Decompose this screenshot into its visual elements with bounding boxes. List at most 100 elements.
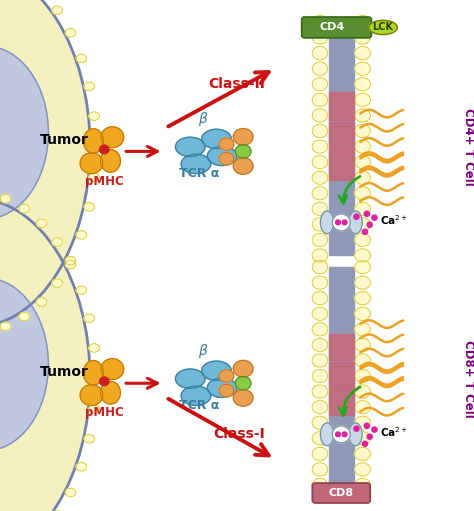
Text: pMHC: pMHC bbox=[85, 175, 124, 188]
Ellipse shape bbox=[312, 276, 328, 289]
Ellipse shape bbox=[355, 78, 371, 91]
Ellipse shape bbox=[355, 249, 371, 262]
Ellipse shape bbox=[219, 138, 234, 150]
Ellipse shape bbox=[219, 152, 234, 165]
Text: Tumor: Tumor bbox=[39, 365, 89, 379]
Ellipse shape bbox=[312, 202, 328, 216]
Ellipse shape bbox=[312, 234, 328, 247]
Ellipse shape bbox=[355, 478, 371, 492]
Ellipse shape bbox=[312, 385, 328, 398]
Ellipse shape bbox=[312, 369, 328, 383]
Ellipse shape bbox=[312, 218, 328, 231]
Ellipse shape bbox=[364, 211, 370, 217]
Text: Class-I: Class-I bbox=[213, 427, 265, 440]
Ellipse shape bbox=[0, 278, 48, 451]
Ellipse shape bbox=[355, 62, 371, 75]
Ellipse shape bbox=[372, 427, 377, 432]
Ellipse shape bbox=[83, 129, 103, 153]
Ellipse shape bbox=[201, 129, 231, 149]
Ellipse shape bbox=[89, 405, 100, 413]
Ellipse shape bbox=[355, 109, 371, 122]
Ellipse shape bbox=[312, 307, 328, 320]
Ellipse shape bbox=[233, 128, 253, 145]
Ellipse shape bbox=[76, 54, 87, 63]
Text: CD8: CD8 bbox=[328, 488, 354, 498]
Ellipse shape bbox=[84, 434, 94, 443]
FancyBboxPatch shape bbox=[312, 483, 370, 503]
Ellipse shape bbox=[312, 15, 328, 29]
Text: CD8+ T Cell: CD8+ T Cell bbox=[462, 340, 474, 417]
Ellipse shape bbox=[363, 229, 368, 235]
Ellipse shape bbox=[355, 15, 371, 29]
Ellipse shape bbox=[181, 154, 211, 174]
Text: LCK: LCK bbox=[373, 22, 393, 32]
Text: TCR α: TCR α bbox=[179, 399, 219, 412]
Ellipse shape bbox=[355, 401, 371, 414]
Ellipse shape bbox=[312, 31, 328, 44]
Ellipse shape bbox=[355, 171, 371, 184]
Ellipse shape bbox=[52, 238, 63, 246]
Ellipse shape bbox=[100, 150, 120, 172]
Bar bbox=[328, 122, 354, 150]
Bar bbox=[328, 267, 354, 485]
Ellipse shape bbox=[355, 155, 371, 169]
Ellipse shape bbox=[312, 140, 328, 153]
Ellipse shape bbox=[355, 432, 371, 445]
Ellipse shape bbox=[342, 220, 347, 225]
Ellipse shape bbox=[65, 29, 76, 37]
Ellipse shape bbox=[355, 416, 371, 429]
Ellipse shape bbox=[312, 155, 328, 169]
Ellipse shape bbox=[312, 47, 328, 60]
Ellipse shape bbox=[312, 338, 328, 352]
Ellipse shape bbox=[84, 203, 94, 211]
Ellipse shape bbox=[207, 378, 237, 398]
Ellipse shape bbox=[0, 0, 90, 327]
Ellipse shape bbox=[312, 124, 328, 137]
Ellipse shape bbox=[355, 261, 371, 274]
Ellipse shape bbox=[312, 171, 328, 184]
Text: CD4: CD4 bbox=[319, 22, 345, 32]
Ellipse shape bbox=[101, 359, 124, 380]
Bar bbox=[328, 92, 354, 120]
Ellipse shape bbox=[367, 434, 373, 439]
Ellipse shape bbox=[342, 432, 347, 437]
Ellipse shape bbox=[91, 374, 101, 383]
Ellipse shape bbox=[355, 140, 371, 153]
Ellipse shape bbox=[0, 199, 90, 511]
Ellipse shape bbox=[36, 219, 47, 227]
FancyBboxPatch shape bbox=[302, 17, 372, 38]
Ellipse shape bbox=[0, 46, 48, 219]
Ellipse shape bbox=[312, 463, 328, 476]
Ellipse shape bbox=[369, 20, 397, 35]
Ellipse shape bbox=[332, 214, 350, 231]
Ellipse shape bbox=[355, 47, 371, 60]
Text: Tumor: Tumor bbox=[39, 133, 89, 147]
Ellipse shape bbox=[336, 220, 340, 225]
Ellipse shape bbox=[312, 78, 328, 91]
Ellipse shape bbox=[65, 260, 76, 269]
Ellipse shape bbox=[320, 423, 334, 446]
Ellipse shape bbox=[355, 124, 371, 137]
Ellipse shape bbox=[312, 62, 328, 75]
Ellipse shape bbox=[355, 276, 371, 289]
Ellipse shape bbox=[80, 385, 103, 406]
Ellipse shape bbox=[312, 322, 328, 336]
Ellipse shape bbox=[355, 338, 371, 352]
Text: β: β bbox=[198, 112, 207, 126]
Text: Ca$^{2+}$: Ca$^{2+}$ bbox=[380, 214, 408, 227]
Ellipse shape bbox=[89, 344, 100, 352]
Ellipse shape bbox=[355, 31, 371, 44]
Ellipse shape bbox=[363, 441, 368, 447]
Ellipse shape bbox=[52, 279, 63, 287]
Ellipse shape bbox=[65, 488, 76, 497]
Ellipse shape bbox=[355, 292, 371, 305]
Ellipse shape bbox=[364, 423, 370, 428]
Text: TCR α: TCR α bbox=[179, 168, 219, 180]
Ellipse shape bbox=[219, 384, 234, 397]
Ellipse shape bbox=[355, 463, 371, 476]
Ellipse shape bbox=[36, 298, 47, 306]
Ellipse shape bbox=[236, 145, 251, 158]
Ellipse shape bbox=[332, 426, 350, 443]
Bar bbox=[328, 19, 354, 256]
Ellipse shape bbox=[312, 261, 328, 274]
